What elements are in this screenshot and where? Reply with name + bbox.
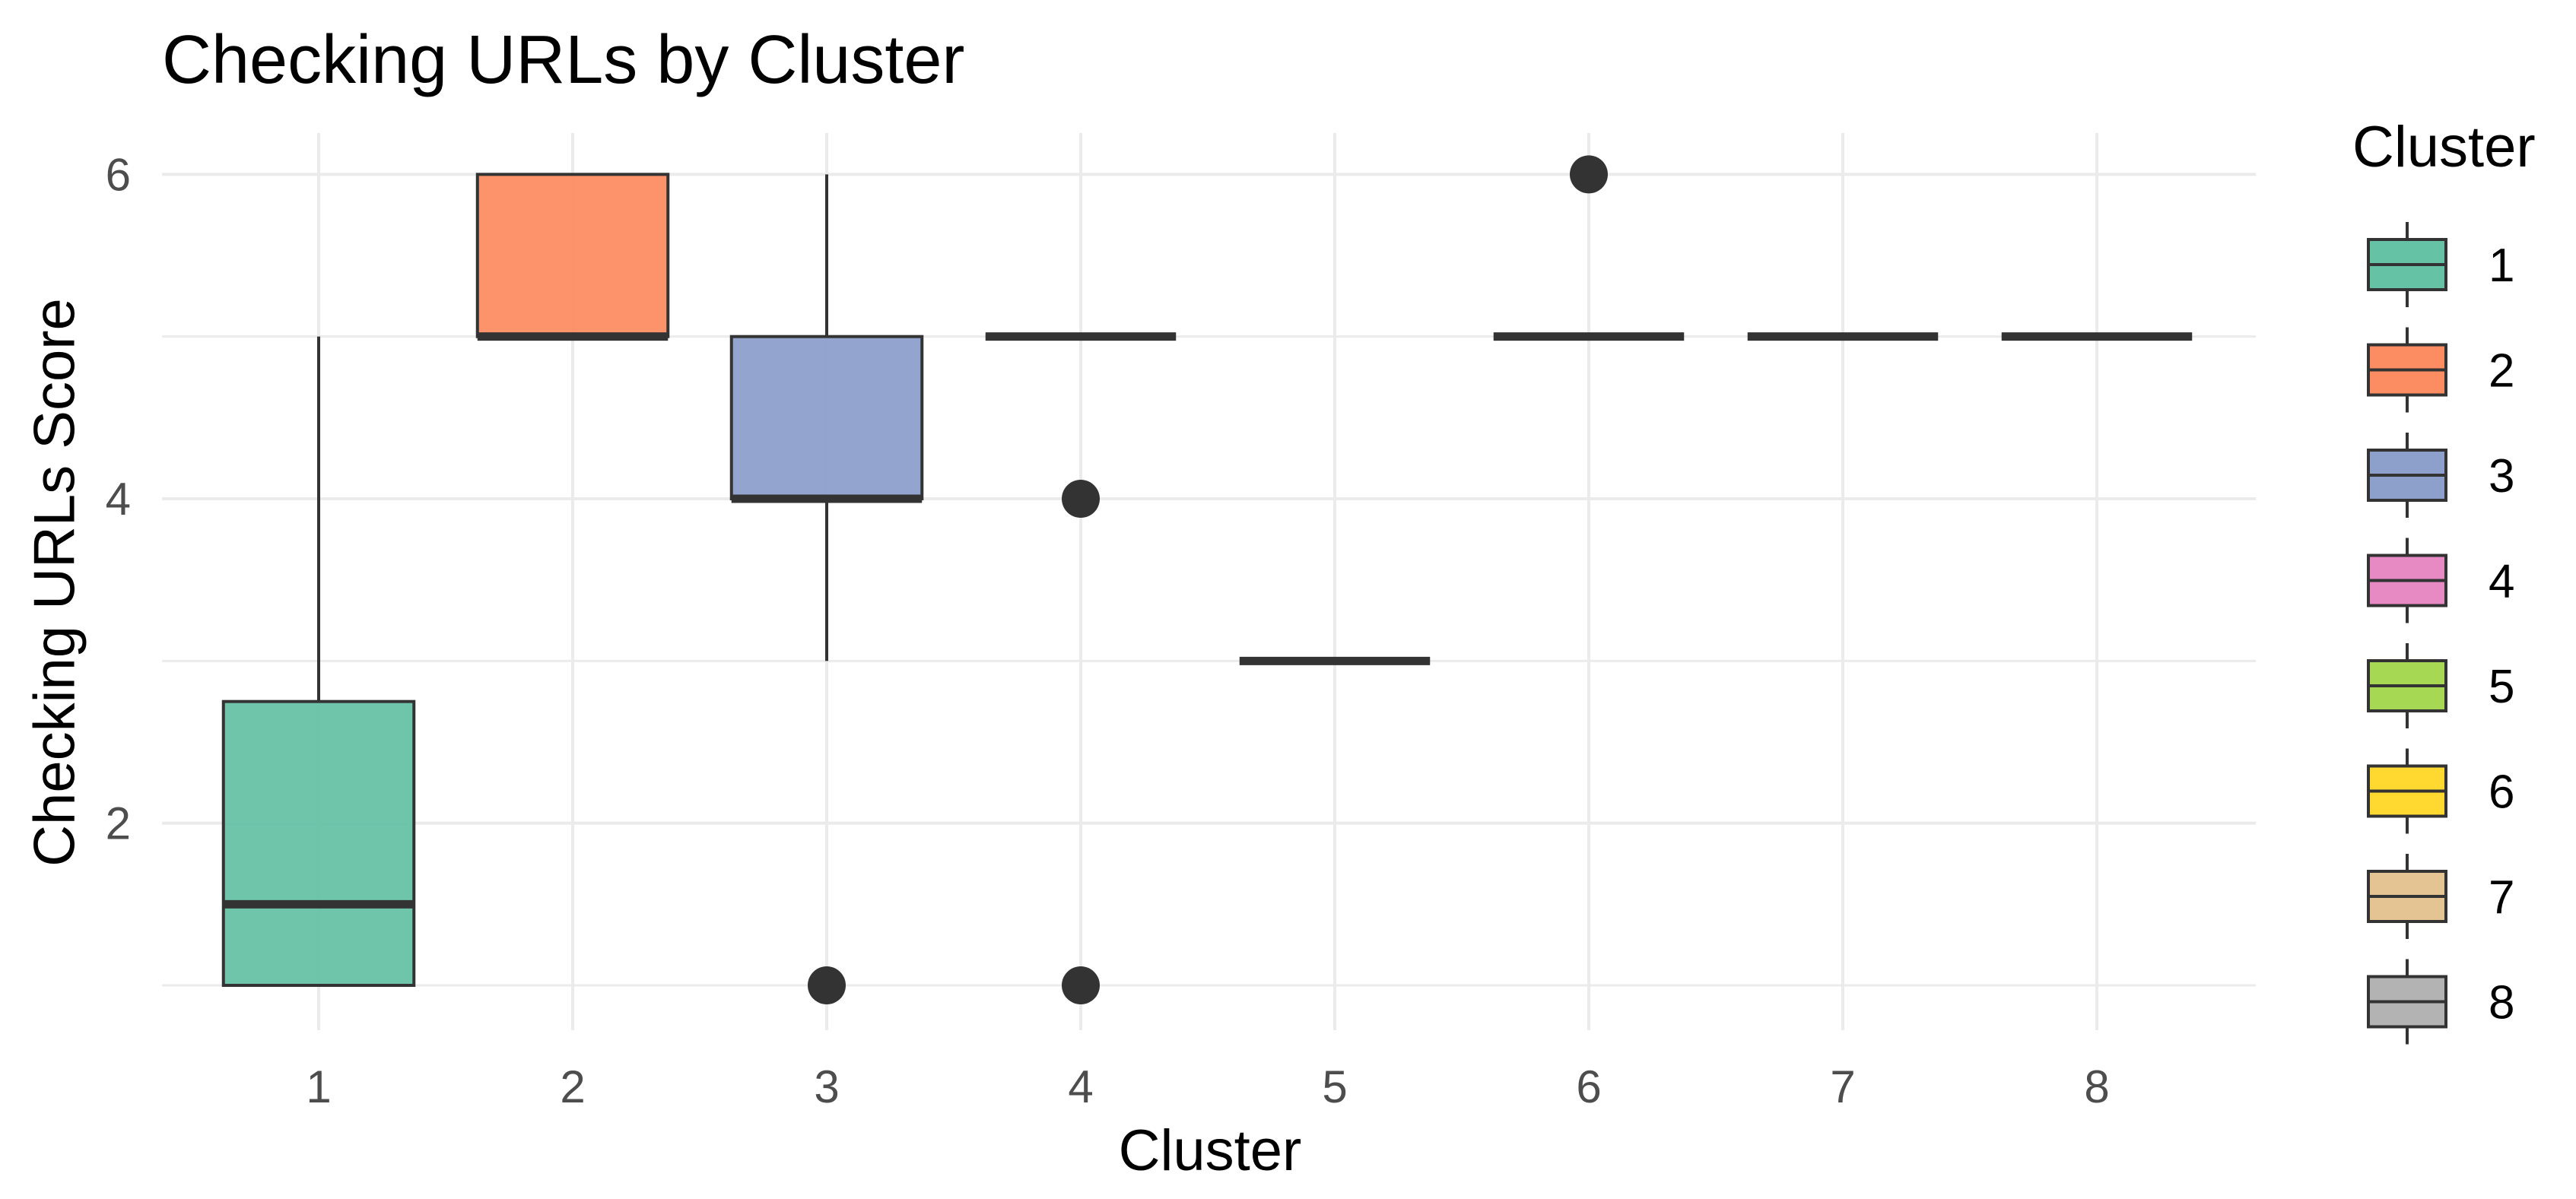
legend-item-8: 8 xyxy=(2367,959,2514,1045)
legend-label: 6 xyxy=(2489,766,2514,819)
legend-label: 8 xyxy=(2489,977,2514,1029)
x-tick-label: 1 xyxy=(306,1061,331,1112)
legend-item-7: 7 xyxy=(2367,854,2514,939)
legend-item-1: 1 xyxy=(2367,222,2514,307)
x-tick-label: 6 xyxy=(1576,1061,1601,1112)
legend-item-5: 5 xyxy=(2367,643,2514,728)
outlier-point xyxy=(808,966,846,1004)
y-tick-label: 4 xyxy=(106,474,131,525)
legend-label: 3 xyxy=(2489,450,2514,503)
x-tick-label: 3 xyxy=(814,1061,839,1112)
box-cluster-4 xyxy=(985,332,1177,1004)
box-cluster-6 xyxy=(1493,155,1685,341)
chart-title: Checking URLs by Cluster xyxy=(162,22,965,98)
y-tick-label: 6 xyxy=(106,149,131,200)
x-tick-labels: 1 2 3 4 5 6 7 8 xyxy=(306,1061,2109,1112)
x-tick-label: 4 xyxy=(1068,1061,1093,1112)
legend-item-4: 4 xyxy=(2367,538,2514,623)
y-tick-labels: 2 4 6 xyxy=(106,149,131,848)
outlier-point xyxy=(1062,480,1100,519)
legend: 1 2 3 4 5 6 7 8 xyxy=(2367,222,2514,1045)
box-body xyxy=(729,335,924,501)
x-tick-label: 8 xyxy=(2084,1061,2109,1112)
plot-marks xyxy=(221,155,2193,1004)
x-axis-title: Cluster xyxy=(1118,1118,1302,1183)
box-cluster-1 xyxy=(221,336,416,987)
x-tick-label: 5 xyxy=(1322,1061,1347,1112)
outlier-point xyxy=(1062,966,1100,1004)
box-body xyxy=(221,699,416,987)
legend-label: 1 xyxy=(2489,239,2514,292)
legend-label: 4 xyxy=(2489,556,2514,608)
x-tick-label: 7 xyxy=(1830,1061,1855,1112)
legend-title: Cluster xyxy=(2352,115,2536,179)
legend-item-2: 2 xyxy=(2367,327,2514,413)
legend-item-6: 6 xyxy=(2367,748,2514,834)
x-tick-label: 2 xyxy=(560,1061,585,1112)
box-body xyxy=(475,173,670,338)
outlier-point xyxy=(1570,155,1608,194)
box-cluster-2 xyxy=(475,173,670,341)
box-cluster-3 xyxy=(729,174,924,1004)
legend-label: 7 xyxy=(2489,871,2514,924)
y-tick-label: 2 xyxy=(106,798,131,849)
legend-item-3: 3 xyxy=(2367,433,2514,518)
legend-label: 2 xyxy=(2489,345,2514,398)
legend-label: 5 xyxy=(2489,661,2514,713)
